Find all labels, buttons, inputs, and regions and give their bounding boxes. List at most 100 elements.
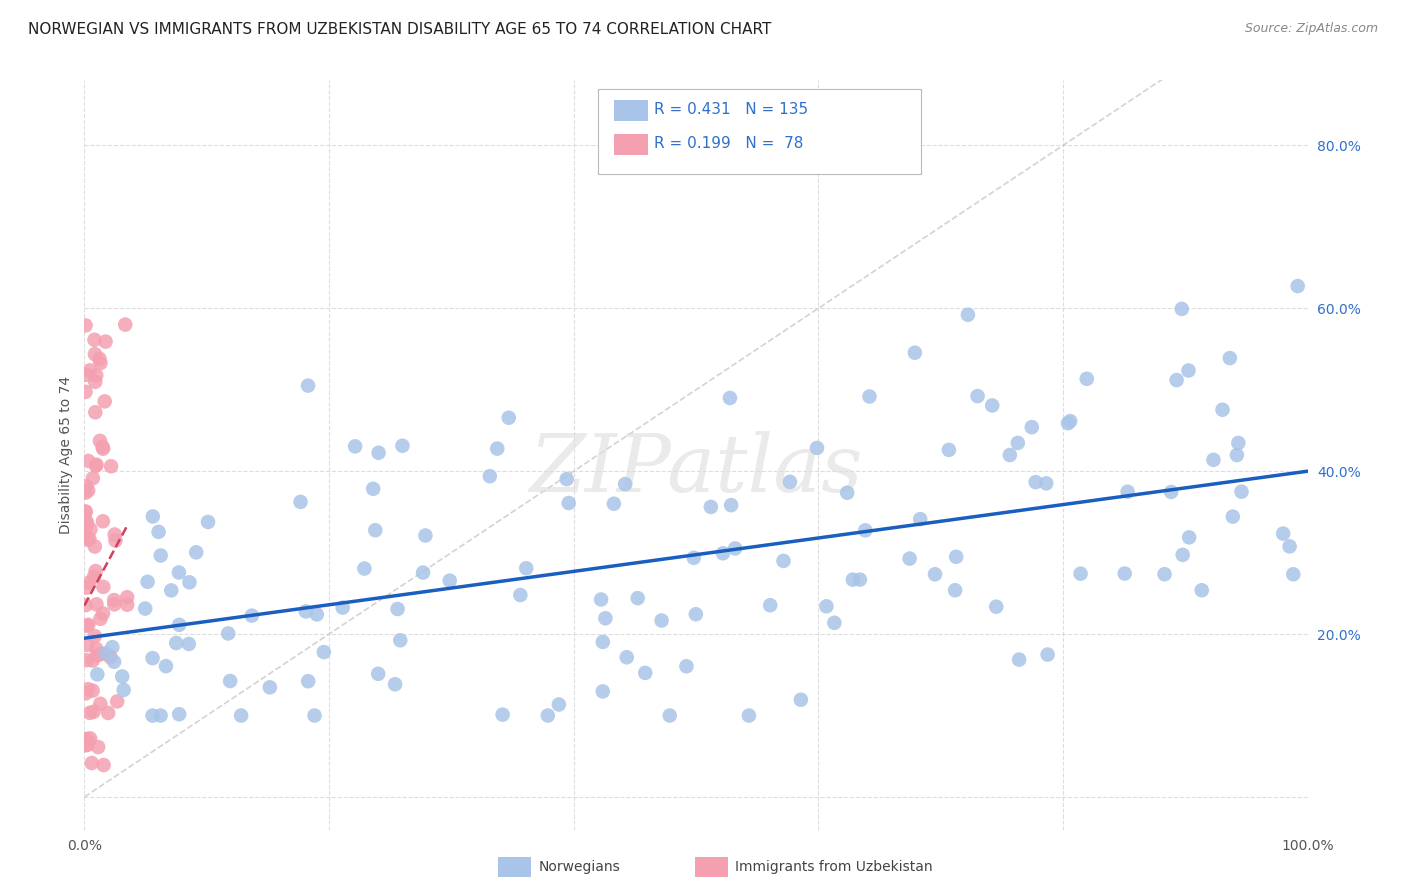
Text: Norwegians: Norwegians	[538, 860, 620, 874]
Point	[84, 375, 107, 389]
Point	[83, 705, 105, 719]
Point	[1211, 402, 1233, 417]
Point	[77, 533, 100, 547]
Point	[160, 583, 183, 598]
Point	[1282, 567, 1305, 582]
Point	[77, 575, 100, 590]
Point	[77, 734, 100, 748]
Point	[75, 598, 97, 612]
Point	[103, 593, 125, 607]
Point	[1007, 436, 1029, 450]
Point	[367, 446, 389, 460]
Point	[898, 551, 921, 566]
Point	[97, 706, 120, 720]
Point	[592, 684, 614, 698]
Point	[806, 441, 828, 455]
Point	[711, 546, 734, 560]
Point	[557, 496, 579, 510]
Point	[101, 640, 124, 654]
Point	[981, 399, 1004, 413]
Point	[84, 458, 107, 473]
Point	[720, 498, 742, 512]
Point	[1021, 420, 1043, 434]
Point	[94, 646, 117, 660]
Point	[87, 739, 110, 754]
Point	[1202, 453, 1225, 467]
Point	[966, 389, 988, 403]
Point	[75, 686, 97, 700]
Point	[837, 485, 859, 500]
Point	[103, 655, 125, 669]
Point	[136, 574, 159, 589]
Point	[77, 682, 100, 697]
Point	[367, 666, 389, 681]
Point	[537, 708, 560, 723]
Point	[75, 368, 97, 382]
Point	[76, 516, 98, 530]
Point	[83, 540, 105, 554]
Point	[167, 566, 190, 580]
Point	[1191, 583, 1213, 598]
Point	[75, 505, 97, 519]
Point	[104, 533, 127, 548]
Point	[1226, 448, 1249, 462]
Point	[91, 607, 114, 621]
Point	[908, 512, 931, 526]
Point	[75, 529, 97, 543]
Point	[384, 677, 406, 691]
Point	[75, 485, 97, 500]
Point	[186, 545, 208, 559]
Point	[167, 617, 190, 632]
Point	[219, 673, 242, 688]
Point	[75, 732, 97, 747]
Point	[134, 601, 156, 615]
Point	[141, 708, 163, 723]
Point	[772, 554, 794, 568]
Point	[682, 550, 704, 565]
Point	[79, 731, 101, 746]
Point	[112, 682, 135, 697]
Point	[82, 683, 104, 698]
Point	[142, 651, 165, 665]
Point	[815, 599, 838, 614]
Point	[391, 439, 413, 453]
Text: R = 0.431   N = 135: R = 0.431 N = 135	[654, 103, 808, 117]
Point	[82, 471, 104, 485]
Point	[259, 681, 281, 695]
Point	[297, 674, 319, 689]
Point	[84, 347, 107, 361]
Point	[790, 692, 813, 706]
Point	[498, 410, 520, 425]
Point	[547, 698, 569, 712]
Point	[91, 514, 114, 528]
Point	[76, 653, 98, 667]
Point	[779, 475, 801, 489]
Point	[148, 524, 170, 539]
Point	[614, 477, 637, 491]
Point	[823, 615, 845, 630]
Point	[685, 607, 707, 622]
Point	[305, 607, 328, 622]
Point	[1230, 484, 1253, 499]
Point	[76, 638, 98, 652]
Point	[91, 440, 114, 454]
Point	[104, 527, 127, 541]
Point	[75, 479, 97, 493]
Point	[297, 378, 319, 392]
Point	[167, 707, 190, 722]
Point	[75, 504, 97, 518]
Point	[80, 756, 103, 770]
Point	[304, 708, 326, 723]
Point	[634, 665, 657, 680]
Point	[595, 611, 617, 625]
Text: ZIPatlas: ZIPatlas	[529, 431, 863, 508]
Point	[90, 647, 112, 661]
Point	[389, 633, 412, 648]
Point	[1160, 485, 1182, 500]
Point	[651, 614, 673, 628]
Point	[332, 600, 354, 615]
Point	[1166, 373, 1188, 387]
Point	[943, 583, 966, 598]
Point	[312, 645, 335, 659]
Point	[478, 469, 501, 483]
